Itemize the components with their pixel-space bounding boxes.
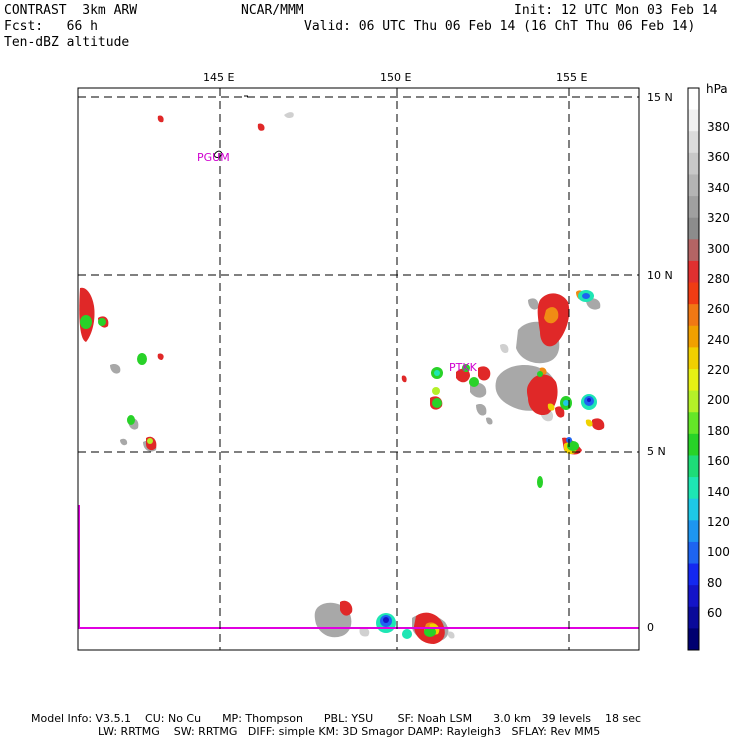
- colorbar-swatch: [688, 412, 699, 435]
- center-name: NCAR/MMM: [241, 3, 304, 18]
- colorbar-swatch: [688, 152, 699, 175]
- gray-cloud-areas: [110, 298, 601, 642]
- high-top-cells: [80, 290, 597, 639]
- colorbar-swatch: [688, 369, 699, 392]
- lat-label-15n: 15 N: [647, 91, 673, 104]
- orange-cores: [424, 290, 585, 636]
- colorbar-swatch: [688, 88, 699, 111]
- colorbar-swatch: [688, 541, 699, 565]
- lon-label-145: 145 E: [203, 71, 235, 84]
- colorbar-tick-label: 100: [707, 545, 730, 560]
- colorbar-swatch: [688, 239, 699, 262]
- colorbar-swatch: [688, 109, 699, 132]
- colorbar-tick-label: 280: [707, 271, 730, 286]
- colorbar-swatch: [688, 520, 699, 543]
- colorbar-swatch: [688, 433, 699, 456]
- model-name: CONTRAST 3km ARW: [4, 3, 138, 18]
- colorbar-tick-label: 240: [707, 332, 730, 347]
- colorbar-tick-label: 260: [707, 302, 730, 317]
- model-info-line2: LW: RRTMG SW: RRTMG DIFF: simple KM: 3D …: [98, 725, 601, 738]
- lon-label-150: 150 E: [380, 71, 412, 84]
- model-info-line1: Model Info: V3.5.1 CU: No Cu MP: Thompso…: [31, 712, 642, 725]
- colorbar-tick-label: 320: [707, 211, 730, 226]
- colorbar-unit: hPa: [706, 82, 728, 96]
- colorbar-tick-label: 300: [707, 241, 730, 256]
- colorbar-tick-label: 80: [707, 575, 723, 590]
- colorbar-swatch: [688, 585, 699, 608]
- colorbar-tick-label: 60: [707, 606, 723, 620]
- colorbar-swatch: [688, 217, 699, 240]
- colorbar-swatch: [688, 455, 699, 478]
- colorbar-swatch: [688, 174, 699, 197]
- colorbar-tick-label: 360: [707, 150, 730, 165]
- domain-boundary: [78, 505, 639, 629]
- colorbar-tick-label: 200: [707, 393, 730, 408]
- colorbar-tick-label: 340: [707, 180, 730, 195]
- colorbar-tick-label: 140: [707, 484, 730, 499]
- colorbar-swatch: [688, 477, 699, 500]
- guam-coastline: [213, 150, 223, 158]
- colorbar-swatch: [688, 390, 699, 413]
- init-time: Init: 12 UTC Mon 03 Feb 14: [514, 3, 718, 18]
- reflectivity-field: [78, 95, 639, 644]
- lat-label-5n: 5 N: [647, 445, 666, 458]
- forecast-hour: Fcst: 66 h: [4, 19, 98, 34]
- colorbar-frame: [687, 87, 700, 651]
- graticule: [78, 88, 639, 650]
- colorbar-swatch: [688, 563, 699, 586]
- colorbar-tick-label: 160: [707, 454, 730, 469]
- colorbar-swatch: [688, 304, 699, 327]
- colorbar-tick-label: 180: [707, 423, 730, 438]
- plot-frame: [77, 87, 640, 651]
- colorbar-swatch: [688, 282, 699, 305]
- colorbar-tick-label: 380: [707, 120, 730, 134]
- light-gray-fringes: [284, 112, 554, 639]
- station-label-pgum: PGUM: [197, 151, 230, 164]
- colorbar-swatch: [688, 347, 699, 370]
- colorbar-swatch: [688, 260, 699, 284]
- colorbar-swatch: [688, 196, 699, 219]
- lat-label-10n: 10 N: [647, 269, 673, 282]
- colorbar-swatch: [688, 606, 699, 629]
- station-label-ptkk: PTKK: [449, 361, 477, 374]
- colorbar-tick-label: 120: [707, 514, 730, 529]
- colorbar-swatch: [688, 325, 699, 348]
- colorbar: [687, 87, 700, 651]
- colorbar-swatch: [688, 628, 699, 651]
- lat-label-0: 0: [647, 621, 654, 634]
- valid-time: Valid: 06 UTC Thu 06 Feb 14 (16 ChT Thu …: [304, 19, 696, 34]
- lon-label-155: 155 E: [556, 71, 588, 84]
- colorbar-tick-label: 220: [707, 363, 730, 377]
- colorbar-swatch: [688, 498, 699, 521]
- colorbar-swatch: [688, 131, 699, 154]
- field-name: Ten-dBZ altitude: [4, 35, 130, 50]
